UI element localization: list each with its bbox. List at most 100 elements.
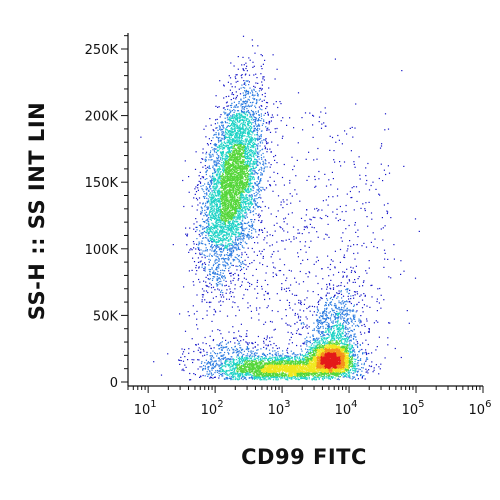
- data-point: [237, 141, 239, 143]
- data-point: [217, 174, 219, 176]
- data-point: [223, 165, 225, 167]
- data-point: [266, 235, 268, 237]
- data-point: [241, 122, 243, 124]
- data-point: [222, 238, 224, 240]
- data-point: [218, 170, 220, 172]
- data-point: [233, 151, 235, 153]
- data-point: [236, 178, 238, 180]
- data-point: [228, 149, 230, 151]
- data-point: [237, 229, 240, 231]
- data-point: [222, 195, 224, 197]
- data-point: [243, 112, 245, 114]
- data-point: [250, 141, 252, 143]
- data-point: [236, 123, 238, 125]
- data-point: [252, 45, 254, 47]
- data-point: [260, 197, 262, 199]
- data-point: [231, 194, 233, 196]
- data-point: [235, 106, 237, 108]
- data-point: [239, 93, 242, 95]
- data-point: [247, 104, 250, 106]
- data-point: [213, 205, 216, 207]
- data-point: [239, 241, 241, 243]
- data-point: [210, 195, 212, 197]
- data-point: [221, 197, 223, 199]
- data-point: [238, 203, 240, 205]
- data-point: [244, 90, 246, 92]
- data-point: [248, 143, 250, 145]
- data-point: [199, 182, 202, 184]
- data-point: [264, 112, 266, 114]
- data-point: [234, 246, 236, 248]
- data-point: [246, 161, 248, 163]
- data-point: [209, 192, 212, 194]
- data-point: [241, 136, 243, 138]
- data-point: [236, 244, 238, 246]
- data-point: [230, 191, 232, 193]
- data-point: [212, 233, 215, 235]
- data-point: [232, 145, 234, 147]
- data-point: [232, 152, 234, 154]
- data-point: [247, 98, 249, 100]
- data-point: [232, 172, 234, 174]
- data-point: [210, 150, 212, 152]
- data-point: [250, 170, 252, 173]
- data-point: [214, 233, 216, 235]
- data-point: [215, 252, 217, 254]
- data-point: [223, 265, 225, 267]
- data-point: [213, 196, 215, 198]
- data-point: [230, 115, 232, 117]
- data-point: [250, 219, 252, 221]
- data-point: [230, 214, 232, 216]
- data-point: [243, 64, 245, 66]
- data-point: [206, 215, 208, 217]
- data-point: [213, 238, 215, 240]
- data-point: [217, 229, 219, 231]
- data-point: [204, 221, 206, 223]
- data-point: [203, 197, 205, 199]
- data-point: [229, 142, 231, 144]
- data-point: [232, 173, 234, 176]
- data-point: [220, 114, 222, 116]
- data-point: [244, 222, 246, 224]
- data-point: [227, 134, 229, 136]
- data-point: [217, 217, 219, 219]
- data-point: [197, 189, 199, 191]
- data-point: [233, 118, 235, 120]
- data-point: [195, 230, 197, 233]
- data-point: [237, 239, 239, 241]
- data-point: [255, 91, 257, 93]
- data-point: [220, 154, 223, 157]
- data-point: [249, 112, 251, 114]
- data-point: [255, 107, 257, 109]
- data-point: [244, 209, 247, 211]
- data-point: [258, 124, 260, 126]
- data-point: [245, 141, 247, 143]
- data-point: [218, 258, 220, 260]
- data-point: [242, 262, 244, 265]
- data-point: [219, 278, 221, 280]
- data-point: [242, 215, 244, 217]
- data-point: [216, 236, 218, 238]
- data-point: [264, 166, 266, 168]
- data-point: [257, 164, 259, 166]
- data-point: [257, 214, 259, 216]
- data-point: [252, 61, 254, 63]
- data-point: [252, 115, 254, 117]
- data-point: [235, 235, 237, 237]
- data-point: [231, 131, 233, 133]
- data-point: [223, 208, 225, 210]
- data-point: [198, 180, 200, 182]
- data-point: [224, 190, 226, 192]
- data-point: [244, 145, 246, 148]
- data-point: [220, 231, 222, 233]
- data-point: [234, 200, 236, 202]
- data-point: [237, 279, 239, 281]
- data-point: [231, 210, 233, 212]
- data-point: [244, 106, 246, 108]
- data-point: [212, 271, 214, 273]
- data-point: [232, 216, 234, 218]
- data-point: [229, 118, 231, 120]
- data-point: [235, 142, 237, 144]
- data-point: [217, 208, 219, 210]
- data-point: [242, 168, 244, 170]
